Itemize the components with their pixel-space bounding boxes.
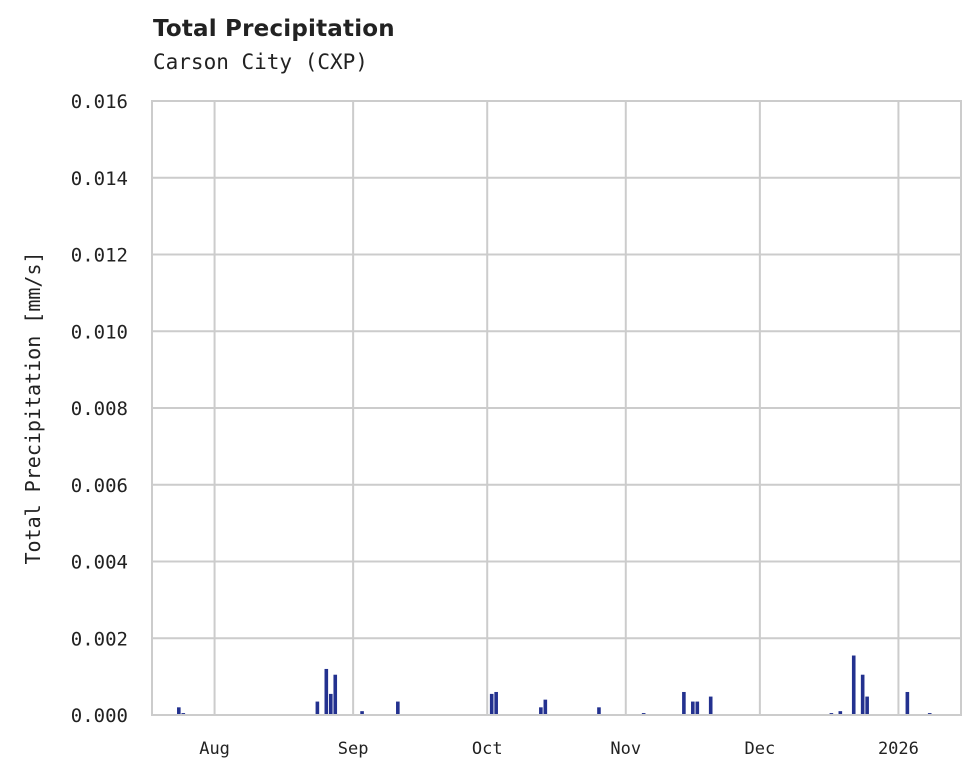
y-tick-label: 0.006 (71, 475, 128, 497)
precipitation-bar (324, 668, 329, 715)
y-tick-label: 0.008 (71, 398, 128, 420)
y-tick-label: 0.010 (71, 321, 128, 343)
precipitation-bars (177, 655, 932, 715)
precipitation-bar (682, 691, 686, 715)
y-tick-label: 0.016 (71, 91, 128, 113)
x-tick-label: Dec (745, 739, 776, 759)
x-tick-label: 2026 (878, 739, 919, 759)
precipitation-bar (597, 707, 601, 715)
y-tick-label: 0.002 (71, 628, 128, 650)
precipitation-bar (328, 693, 333, 715)
precipitation-bar (315, 701, 320, 715)
precipitation-bar (333, 674, 338, 715)
precipitation-bar (177, 707, 181, 715)
precipitation-bar (860, 674, 865, 715)
precipitation-bar (360, 711, 364, 715)
precipitation-bar (691, 701, 695, 715)
precipitation-bar (539, 707, 543, 715)
grid-lines (152, 100, 961, 716)
y-axis-ticks: 0.000 0.002 0.004 0.006 0.008 0.010 0.012 0.014… (71, 91, 128, 727)
precipitation-bar (905, 691, 910, 715)
precipitation-bar (865, 696, 869, 715)
y-tick-label: 0.004 (71, 552, 128, 574)
chart-title: Total Precipitation (153, 16, 395, 42)
y-tick-label: 0.012 (71, 245, 128, 267)
precipitation-bar (543, 699, 548, 715)
precipitation-bar (708, 696, 713, 715)
precipitation-bar (489, 693, 494, 715)
precipitation-bar (695, 701, 700, 715)
precipitation-bar (851, 655, 856, 715)
x-tick-label: Aug (199, 739, 230, 759)
y-tick-label: 0.000 (71, 705, 128, 727)
precipitation-bar (838, 711, 843, 715)
x-axis-ticks: Aug Sep Oct Nov Dec 2026 (199, 739, 919, 759)
plot-frame (151, 100, 962, 716)
x-tick-label: Sep (338, 739, 369, 759)
precipitation-bar (494, 691, 498, 715)
y-tick-label: 0.014 (71, 168, 128, 190)
chart-subtitle: Carson City (CXP) (153, 50, 368, 74)
y-axis-label: Total Precipitation [mm/s] (21, 251, 45, 564)
precipitation-bar (396, 701, 400, 715)
x-tick-label: Oct (472, 739, 503, 759)
x-tick-label: Nov (610, 739, 641, 759)
